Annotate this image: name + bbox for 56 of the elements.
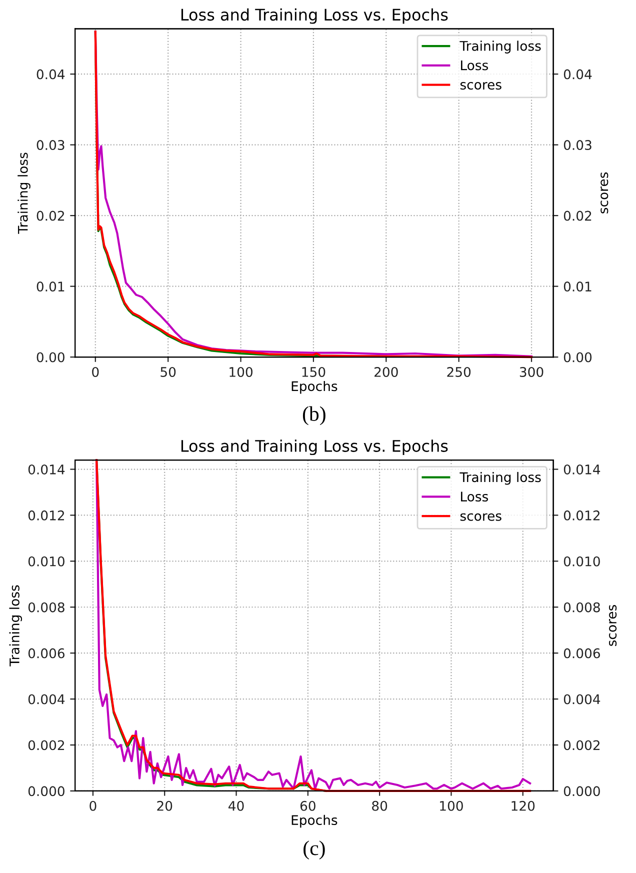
- chart-title: Loss and Training Loss vs. Epochs: [181, 8, 448, 24]
- y-tick-label: 0.010: [28, 556, 64, 566]
- y2-tick-label: 0.002: [564, 740, 600, 750]
- chart-title: Loss and Training Loss vs. Epochs: [181, 440, 448, 456]
- legend-label: Loss: [461, 492, 488, 502]
- legend-label: Loss: [461, 60, 488, 70]
- x-tick-label: 150: [302, 367, 326, 377]
- legend-label: scores: [460, 82, 502, 90]
- x-tick-label: 100: [440, 800, 463, 811]
- text: (c): [304, 840, 325, 860]
- y2-tick-label: 0.03: [564, 140, 592, 150]
- y-tick-label: 0.01: [36, 282, 64, 292]
- y2-tick-label: 0.000: [564, 786, 600, 796]
- x-tick-label: 250: [447, 367, 471, 377]
- y-tick-label: 0.012: [28, 510, 64, 520]
- x-tick-label: 120: [512, 800, 535, 811]
- y2-tick-label: 0.01: [564, 282, 592, 292]
- y2-tick-label: 0.02: [564, 210, 592, 221]
- x-tick-label: 50: [160, 367, 176, 377]
- x-tick-label: 80: [372, 800, 388, 811]
- y2-tick-label: 0.008: [564, 602, 600, 612]
- y-tick-label: 0.04: [36, 69, 65, 80]
- y2-tick-label: 0.00: [564, 352, 592, 362]
- y2-tick-label: 0.006: [564, 648, 600, 658]
- x-axis-title: Epochs: [292, 380, 338, 394]
- y2-tick-label: 0.04: [564, 69, 592, 80]
- y-tick-label: 0.004: [28, 694, 65, 704]
- x-tick-label: 200: [374, 367, 398, 377]
- y-tick-label: 0.008: [28, 602, 64, 612]
- x-tick-label: 300: [520, 367, 544, 377]
- legend-label: Training loss: [460, 472, 541, 485]
- legend-label: Training loss: [460, 40, 541, 54]
- y-tick-label: 0.02: [36, 210, 64, 221]
- y-tick-label: 0.002: [28, 740, 64, 750]
- y2-tick-label: 0.012: [564, 510, 600, 520]
- y2-tick-label: 0.014: [564, 464, 600, 474]
- legend-label: scores: [460, 513, 502, 521]
- y2-axis-title: scores: [609, 604, 617, 646]
- y-tick-label: 0.00: [36, 352, 64, 362]
- x-axis-title: Epochs: [292, 814, 338, 828]
- x-tick-label: 100: [230, 367, 252, 377]
- y-tick-label: 0.000: [28, 786, 64, 796]
- y-tick-label: 0.03: [36, 140, 64, 150]
- x-tick-label: 40: [228, 800, 244, 811]
- y-axis-title: Training loss: [18, 152, 30, 234]
- y2-tick-label: 0.004: [564, 694, 600, 704]
- x-tick-label: 0: [92, 367, 99, 377]
- x-tick-label: 60: [300, 800, 316, 811]
- text: (b): [302, 406, 326, 426]
- y-tick-label: 0.014: [28, 464, 65, 474]
- y2-axis-title: scores: [600, 172, 608, 214]
- y2-tick-label: 0.010: [564, 556, 600, 566]
- x-tick-label: 20: [157, 800, 172, 811]
- x-tick-label: 0: [90, 800, 96, 811]
- y-axis-title: Training loss: [9, 585, 22, 666]
- y-tick-label: 0.006: [28, 648, 64, 658]
